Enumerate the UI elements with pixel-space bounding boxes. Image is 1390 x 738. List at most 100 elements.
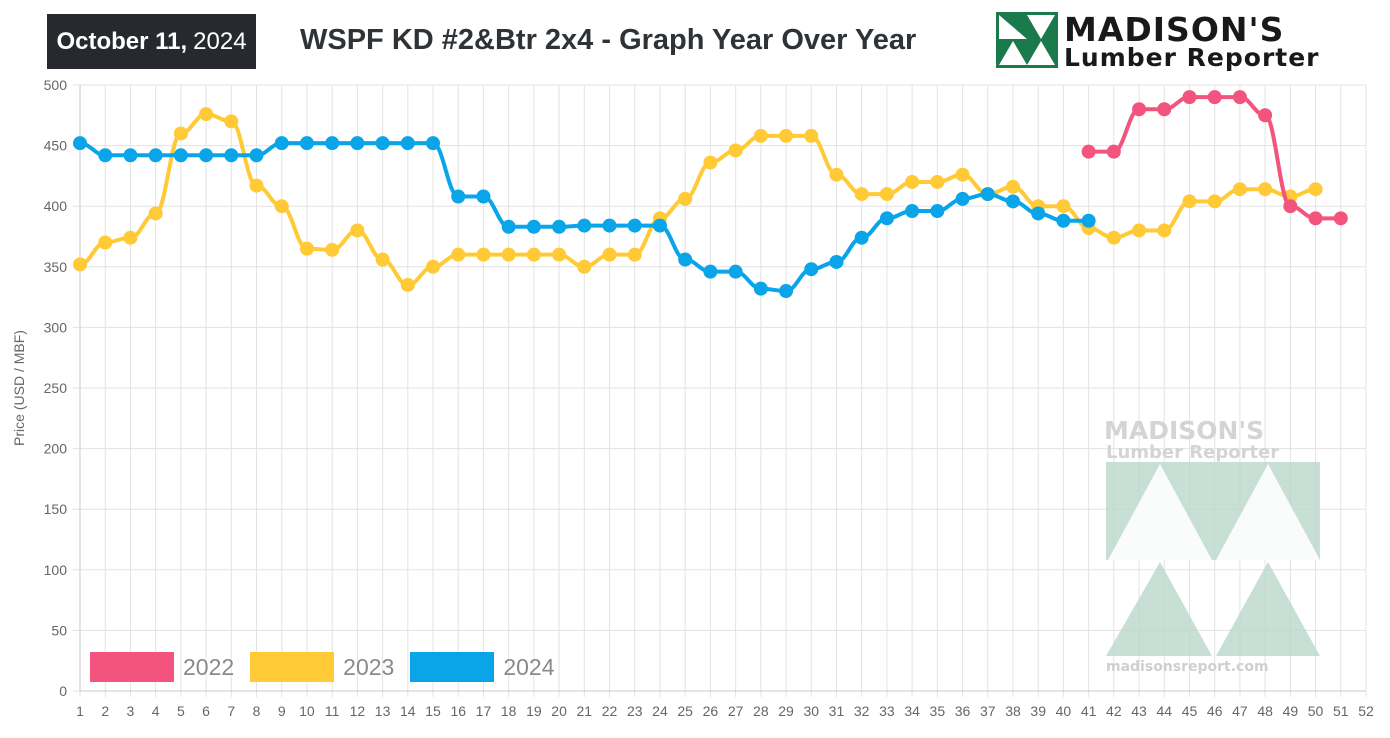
data-point-2024[interactable]	[854, 230, 869, 245]
data-point-2023[interactable]	[753, 128, 768, 143]
data-point-2024[interactable]	[804, 262, 819, 277]
data-point-2023[interactable]	[955, 167, 970, 182]
data-point-2024[interactable]	[930, 204, 945, 219]
data-point-2023[interactable]	[728, 143, 743, 158]
data-point-2024[interactable]	[400, 136, 415, 151]
data-point-2022[interactable]	[1308, 211, 1323, 226]
data-point-2024[interactable]	[249, 148, 264, 163]
data-point-2023[interactable]	[325, 242, 340, 257]
data-point-2023[interactable]	[854, 187, 869, 202]
data-point-2024[interactable]	[955, 191, 970, 206]
data-point-2023[interactable]	[526, 247, 541, 262]
data-point-2024[interactable]	[224, 148, 239, 163]
data-point-2024[interactable]	[1005, 194, 1020, 209]
data-point-2024[interactable]	[476, 189, 491, 204]
data-point-2023[interactable]	[627, 247, 642, 262]
data-point-2024[interactable]	[678, 252, 693, 267]
data-point-2022[interactable]	[1333, 211, 1348, 226]
data-point-2023[interactable]	[930, 174, 945, 189]
data-point-2024[interactable]	[577, 218, 592, 233]
data-point-2024[interactable]	[375, 136, 390, 151]
data-point-2024[interactable]	[753, 281, 768, 296]
data-point-2023[interactable]	[1258, 182, 1273, 197]
data-point-2024[interactable]	[325, 136, 340, 151]
data-point-2023[interactable]	[73, 257, 87, 272]
data-point-2023[interactable]	[1308, 182, 1323, 197]
data-point-2024[interactable]	[1031, 206, 1046, 221]
data-point-2023[interactable]	[350, 223, 365, 238]
data-point-2023[interactable]	[577, 259, 592, 274]
data-point-2024[interactable]	[980, 187, 995, 202]
data-point-2024[interactable]	[779, 284, 794, 299]
data-point-2024[interactable]	[123, 148, 138, 163]
data-point-2024[interactable]	[879, 211, 894, 226]
data-point-2024[interactable]	[148, 148, 163, 163]
data-point-2024[interactable]	[1081, 213, 1096, 228]
data-point-2024[interactable]	[552, 219, 567, 234]
data-point-2023[interactable]	[476, 247, 491, 262]
data-point-2023[interactable]	[552, 247, 567, 262]
data-point-2023[interactable]	[1182, 194, 1197, 209]
data-point-2023[interactable]	[879, 187, 894, 202]
data-point-2022[interactable]	[1182, 90, 1197, 105]
data-point-2024[interactable]	[73, 136, 87, 151]
data-point-2024[interactable]	[426, 136, 441, 151]
data-point-2024[interactable]	[501, 219, 516, 234]
data-point-2023[interactable]	[905, 174, 920, 189]
data-point-2023[interactable]	[299, 241, 314, 256]
data-point-2024[interactable]	[526, 219, 541, 234]
data-point-2023[interactable]	[173, 126, 188, 141]
data-point-2023[interactable]	[1005, 179, 1020, 194]
data-point-2022[interactable]	[1106, 144, 1121, 159]
data-point-2023[interactable]	[1207, 194, 1222, 209]
data-point-2023[interactable]	[98, 235, 113, 250]
data-point-2022[interactable]	[1258, 108, 1273, 123]
data-point-2023[interactable]	[249, 178, 264, 193]
data-point-2022[interactable]	[1232, 90, 1247, 105]
data-point-2024[interactable]	[350, 136, 365, 151]
data-point-2024[interactable]	[274, 136, 289, 151]
data-point-2024[interactable]	[1056, 213, 1071, 228]
data-point-2022[interactable]	[1207, 90, 1222, 105]
data-point-2023[interactable]	[1132, 223, 1147, 238]
data-point-2023[interactable]	[678, 191, 693, 206]
data-point-2023[interactable]	[501, 247, 516, 262]
data-point-2022[interactable]	[1132, 102, 1147, 117]
data-point-2024[interactable]	[173, 148, 188, 163]
data-point-2023[interactable]	[602, 247, 617, 262]
data-point-2024[interactable]	[905, 204, 920, 219]
data-point-2023[interactable]	[375, 252, 390, 267]
data-point-2023[interactable]	[703, 155, 718, 170]
data-point-2023[interactable]	[804, 128, 819, 143]
data-point-2022[interactable]	[1157, 102, 1172, 117]
legend-item-2024[interactable]: 2024	[410, 652, 555, 682]
data-point-2023[interactable]	[451, 247, 466, 262]
data-point-2023[interactable]	[1106, 230, 1121, 245]
data-point-2023[interactable]	[779, 128, 794, 143]
data-point-2024[interactable]	[98, 148, 113, 163]
data-point-2022[interactable]	[1081, 144, 1096, 159]
data-point-2024[interactable]	[602, 218, 617, 233]
data-point-2023[interactable]	[829, 167, 844, 182]
data-point-2023[interactable]	[400, 277, 415, 292]
data-point-2024[interactable]	[829, 254, 844, 269]
data-point-2023[interactable]	[1157, 223, 1172, 238]
legend-item-2022[interactable]: 2022	[90, 652, 234, 682]
data-point-2023[interactable]	[1232, 182, 1247, 197]
data-point-2023[interactable]	[123, 230, 138, 245]
data-point-2023[interactable]	[274, 199, 289, 214]
data-point-2024[interactable]	[652, 218, 667, 233]
data-point-2022[interactable]	[1283, 199, 1298, 214]
data-point-2024[interactable]	[451, 189, 466, 204]
data-point-2024[interactable]	[703, 264, 718, 279]
data-point-2023[interactable]	[148, 206, 163, 221]
data-point-2023[interactable]	[426, 259, 441, 274]
data-point-2024[interactable]	[627, 218, 642, 233]
data-point-2023[interactable]	[1056, 199, 1071, 214]
data-point-2023[interactable]	[199, 107, 214, 122]
data-point-2024[interactable]	[199, 148, 214, 163]
data-point-2024[interactable]	[299, 136, 314, 151]
legend-item-2023[interactable]: 2023	[250, 652, 394, 682]
data-point-2024[interactable]	[728, 264, 743, 279]
data-point-2023[interactable]	[224, 114, 239, 129]
